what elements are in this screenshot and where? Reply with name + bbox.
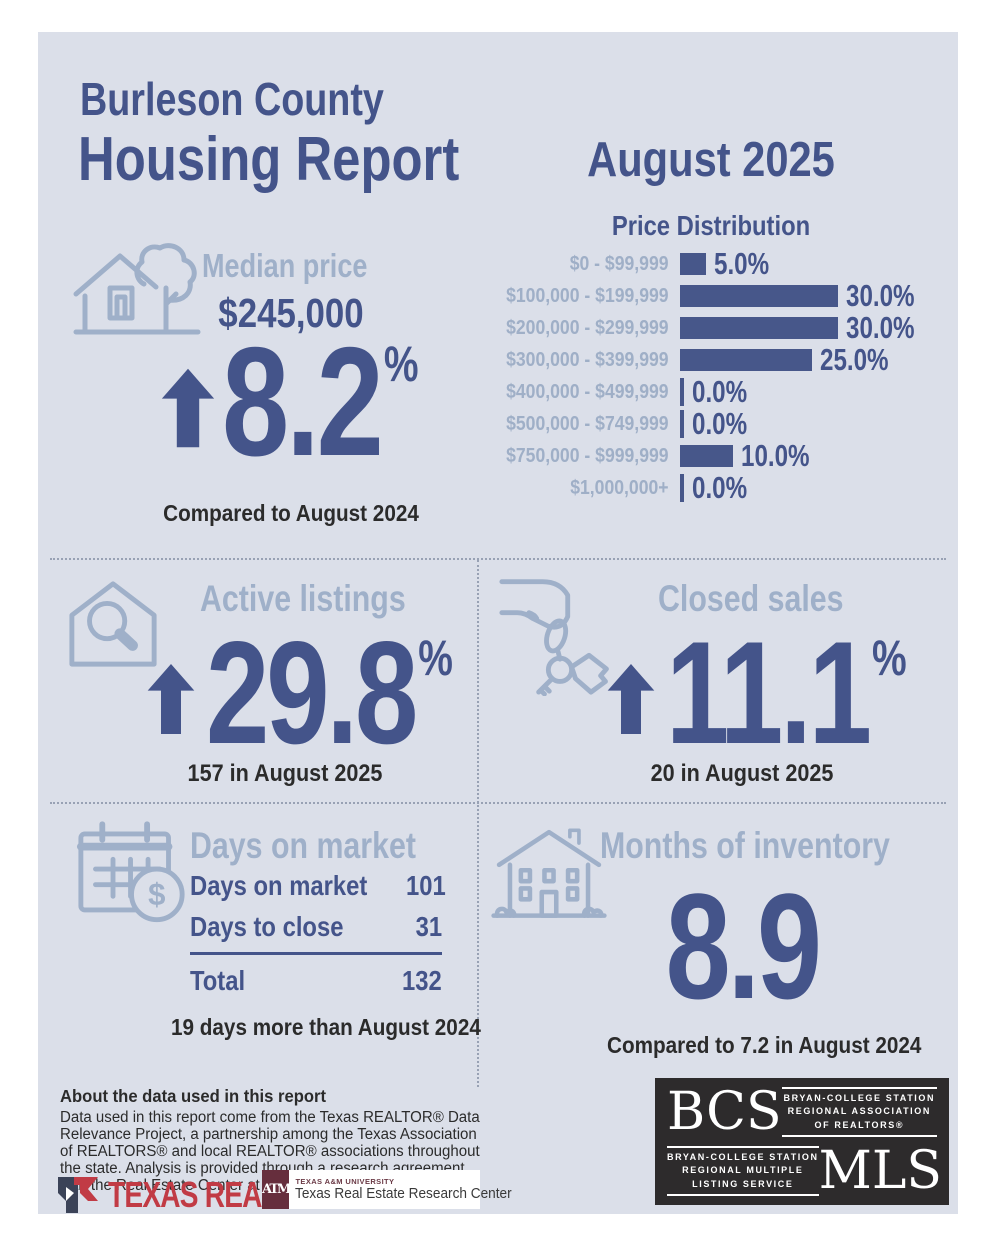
chart-row: $400,000 - $499,999 0.0% <box>440 374 952 409</box>
price-percent-label: 30.0% <box>846 310 915 345</box>
bcs-mls-logo: BCS BRYAN-COLLEGE STATION REGIONAL ASSOC… <box>655 1078 949 1205</box>
mls-letters: MLS <box>818 1141 943 1201</box>
tamu-university-label: TEXAS A&M UNIVERSITY <box>295 1177 395 1186</box>
tamu-center-label: Texas Real Estate Research Center <box>295 1186 513 1202</box>
table-total-row: Total 132 <box>190 965 442 997</box>
price-bar <box>680 445 733 467</box>
row-value: 101 <box>405 870 446 901</box>
bcs-letters: BCS <box>667 1082 782 1142</box>
months-inventory-heading: Months of inventory <box>600 825 890 866</box>
active-listings-heading: Active listings <box>200 578 406 619</box>
median-price-change: 8.2 % <box>222 315 419 488</box>
bcs-association-text: BRYAN-COLLEGE STATION REGIONAL ASSOCIATI… <box>781 1087 937 1137</box>
percent-sign: % <box>418 630 453 686</box>
price-bar <box>680 474 684 502</box>
months-inventory-compare: Compared to 7.2 in August 2024 <box>607 1032 922 1058</box>
horizontal-divider <box>50 802 946 804</box>
chart-row: $500,000 - $749,999 0.0% <box>440 406 952 441</box>
median-price-heading: Median price <box>202 247 368 284</box>
percent-sign: % <box>383 336 419 392</box>
change-number: 8.2 <box>222 315 384 488</box>
price-range-label: $300,000 - $399,999 <box>506 348 669 371</box>
table-rule <box>190 952 442 955</box>
price-distribution-title: Price Distribution <box>611 210 811 241</box>
row-value: 31 <box>415 911 442 942</box>
report-panel: Burleson County Housing Report August 20… <box>38 32 958 1215</box>
price-range-label: $100,000 - $199,999 <box>506 284 669 307</box>
vertical-divider <box>477 560 479 1087</box>
page-title: Housing Report <box>78 125 460 194</box>
price-bar <box>680 317 839 339</box>
percent-sign: % <box>872 630 907 686</box>
up-arrow-icon <box>160 368 216 448</box>
hand-keys-icon <box>496 572 622 696</box>
county-title: Burleson County <box>80 73 384 125</box>
closed-sales-note: 20 in August 2025 <box>650 760 834 787</box>
chart-row: $100,000 - $199,999 30.0% <box>440 278 952 313</box>
calendar-dollar-icon: $ <box>76 818 188 924</box>
chart-row: $200,000 - $299,999 30.0% <box>440 310 952 345</box>
price-bar <box>680 378 684 406</box>
svg-text:$: $ <box>148 877 165 912</box>
change-number: 29.8 <box>206 611 418 774</box>
price-range-label: $400,000 - $499,999 <box>506 380 669 403</box>
price-range-label: $750,000 - $999,999 <box>506 444 669 467</box>
days-table: Days on market 101 Days to close 31 Tota… <box>190 870 445 1006</box>
price-bar <box>680 410 684 438</box>
total-value: 132 <box>402 965 442 996</box>
report-month: August 2025 <box>587 133 835 187</box>
change-number: 11.1 <box>666 611 872 774</box>
active-listings-note: 157 in August 2025 <box>187 760 383 787</box>
price-bar <box>680 349 812 371</box>
total-label: Total <box>190 965 246 996</box>
mls-service-text: BRYAN-COLLEGE STATION REGIONAL MULTIPLE … <box>667 1146 819 1196</box>
price-bar <box>680 253 707 275</box>
price-percent-label: 0.0% <box>692 406 748 441</box>
price-distribution-chart: $0 - $99,999 5.0% $100,000 - $199,999 30… <box>440 246 952 505</box>
building-icon <box>490 824 608 922</box>
tamu-monogram-icon: ATM <box>262 1170 291 1209</box>
price-range-label: $200,000 - $299,999 <box>506 316 669 339</box>
days-on-market-compare: 19 days more than August 2024 <box>171 1014 481 1040</box>
price-range-label: $1,000,000+ <box>570 476 669 499</box>
closed-sales-change: 11.1 % <box>666 611 907 774</box>
median-price-value: $245,000 <box>218 290 364 336</box>
texas-realtors-mark-icon <box>58 1175 100 1215</box>
price-percent-label: 10.0% <box>740 438 810 473</box>
chart-row: $1,000,000+ 0.0% <box>440 470 952 505</box>
house-tree-icon <box>72 236 204 338</box>
chart-row: $0 - $99,999 5.0% <box>440 246 952 281</box>
row-label: Days to close <box>190 911 344 942</box>
up-arrow-icon <box>146 660 196 738</box>
price-bar <box>680 285 839 307</box>
price-percent-label: 25.0% <box>819 342 889 377</box>
about-section: About the data used in this report Data … <box>60 1086 496 1194</box>
table-row: Days on market 101 <box>190 870 445 902</box>
months-inventory-value: 8.9 <box>665 862 821 1030</box>
price-percent-label: 5.0% <box>714 246 770 281</box>
chart-row: $300,000 - $399,999 25.0% <box>440 342 952 377</box>
price-range-label: $500,000 - $749,999 <box>506 412 669 435</box>
about-heading: About the data used in this report <box>60 1086 327 1106</box>
table-row: Days to close 31 <box>190 911 442 943</box>
price-percent-label: 30.0% <box>846 278 915 313</box>
row-label: Days on market <box>190 870 368 901</box>
price-percent-label: 0.0% <box>692 374 748 409</box>
chart-row: $750,000 - $999,999 10.0% <box>440 438 952 473</box>
days-on-market-heading: Days on market <box>190 825 416 866</box>
about-body: Data used in this report come from the T… <box>60 1109 480 1195</box>
median-price-compare: Compared to August 2024 <box>163 500 419 526</box>
active-listings-change: 29.8 % <box>206 611 453 774</box>
house-magnifier-icon <box>64 576 162 670</box>
price-percent-label: 0.0% <box>692 470 748 505</box>
price-range-label: $0 - $99,999 <box>569 252 669 275</box>
tamu-research-center-logo: ATM TEXAS A&M UNIVERSITY Texas Real Esta… <box>262 1170 512 1209</box>
up-arrow-icon <box>606 660 656 738</box>
horizontal-divider <box>50 558 946 560</box>
closed-sales-heading: Closed sales <box>658 578 844 619</box>
